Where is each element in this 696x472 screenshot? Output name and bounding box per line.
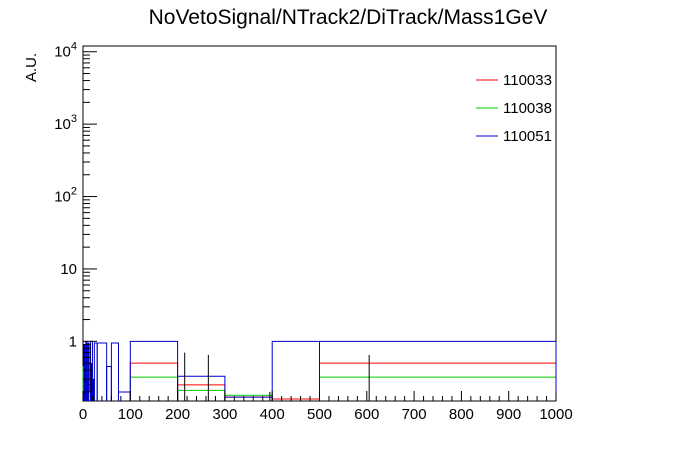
error-bar-layer xyxy=(89,342,370,401)
series-110038-bin-4 xyxy=(319,376,557,401)
series-110051-bin-11 xyxy=(106,365,112,401)
x-tick-label-900: 900 xyxy=(496,406,521,423)
x-tick-label-1000: 1000 xyxy=(539,406,572,423)
y-tick-label-100: 102 xyxy=(54,186,77,206)
y-axis: 1 10 102 103 104 xyxy=(54,41,97,393)
series-110051-bin-12 xyxy=(110,342,119,401)
y-tick-label-10: 10 xyxy=(60,261,77,278)
series-110051-bin-17 xyxy=(271,340,320,401)
x-tick-label-400: 400 xyxy=(260,406,285,423)
x-tick-label-600: 600 xyxy=(354,406,379,423)
series-110051-bin-14 xyxy=(129,340,179,401)
series-110033-bin-3 xyxy=(129,362,179,401)
x-tick-label-0: 0 xyxy=(79,406,87,423)
x-tick-label-700: 700 xyxy=(402,406,427,423)
x-tick-label-500: 500 xyxy=(307,406,332,423)
y-tick-label-1: 1 xyxy=(69,333,77,350)
series-110033-bin-7 xyxy=(319,362,557,401)
legend-label-110038: 110038 xyxy=(503,100,552,117)
series-110051-bin-13 xyxy=(117,391,131,401)
series-110038-bin-1 xyxy=(129,376,179,401)
x-tick-label-800: 800 xyxy=(449,406,474,423)
legend: 110033 110038 110051 xyxy=(476,72,552,145)
legend-label-110051: 110051 xyxy=(503,128,552,145)
series-110033-bin-5 xyxy=(224,396,273,401)
x-axis: 0 100 200 300 400 500 600 700 800 900 1000 xyxy=(79,391,573,423)
x-tick-label-100: 100 xyxy=(118,406,143,423)
x-tick-label-300: 300 xyxy=(212,406,237,423)
series-110051-bin-15 xyxy=(177,375,226,401)
chart-title: NoVetoSignal/NTrack2/DiTrack/Mass1GeV xyxy=(149,6,548,29)
series-110051-bin-16 xyxy=(224,396,273,401)
series-110038-bin-3 xyxy=(224,394,273,401)
y-axis-label: A.U. xyxy=(23,53,40,82)
series-110051-bin-18 xyxy=(319,340,557,401)
series-110051-bin-10 xyxy=(96,342,108,401)
y-tick-label-10000: 104 xyxy=(54,41,77,61)
y-tick-label-1000: 103 xyxy=(54,113,77,133)
legend-label-110033: 110033 xyxy=(503,72,552,89)
x-tick-label-200: 200 xyxy=(165,406,190,423)
